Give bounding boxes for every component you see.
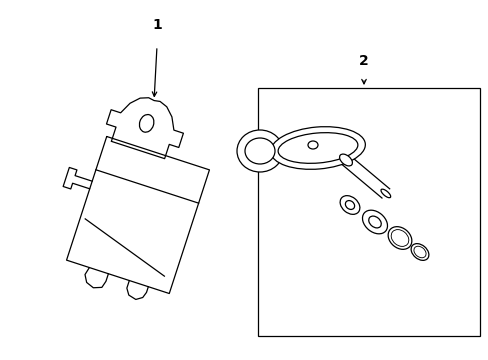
Ellipse shape bbox=[380, 189, 390, 198]
Text: 2: 2 bbox=[358, 54, 368, 68]
Ellipse shape bbox=[278, 132, 357, 163]
Ellipse shape bbox=[345, 201, 354, 210]
Ellipse shape bbox=[414, 247, 424, 257]
Ellipse shape bbox=[270, 127, 365, 169]
Ellipse shape bbox=[413, 246, 425, 258]
Ellipse shape bbox=[339, 154, 352, 166]
Ellipse shape bbox=[393, 232, 406, 244]
Ellipse shape bbox=[340, 195, 359, 214]
Ellipse shape bbox=[368, 216, 381, 228]
Ellipse shape bbox=[391, 231, 407, 245]
Bar bbox=[258, 88, 479, 336]
Ellipse shape bbox=[390, 230, 408, 246]
Ellipse shape bbox=[362, 210, 386, 234]
Ellipse shape bbox=[139, 114, 154, 132]
Text: 1: 1 bbox=[152, 18, 162, 32]
Ellipse shape bbox=[237, 130, 283, 172]
Ellipse shape bbox=[394, 233, 405, 243]
Ellipse shape bbox=[415, 248, 423, 256]
Ellipse shape bbox=[307, 141, 317, 149]
Ellipse shape bbox=[387, 227, 411, 249]
Ellipse shape bbox=[410, 244, 428, 260]
Ellipse shape bbox=[244, 138, 274, 164]
